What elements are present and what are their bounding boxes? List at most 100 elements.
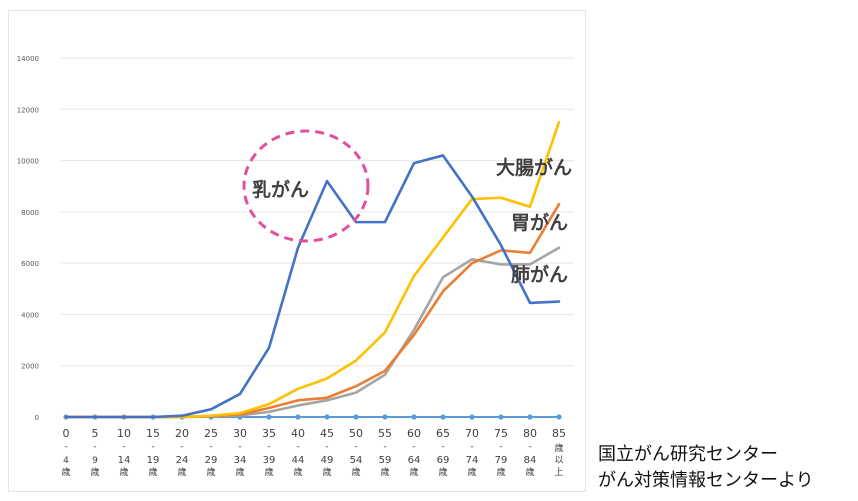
series-label-3: 肺がん: [511, 263, 568, 286]
x-tick-label-7: 35: [262, 427, 276, 440]
x-tick-sublabel-15-2: 歳: [496, 466, 505, 478]
series-line-1: [64, 120, 561, 419]
x-tick-label-12: 60: [407, 427, 421, 440]
x-tick-sublabel-1-1: 9: [92, 456, 98, 466]
x-tick-sublabel-17-1: 以: [554, 456, 563, 466]
x-tick-label-16: 80: [523, 427, 537, 440]
series-line-0: [64, 154, 561, 419]
x-tick-label-8: 40: [291, 427, 305, 440]
series-label-1: 大腸がん: [496, 156, 572, 179]
x-tick-sublabel-3-2: 歳: [148, 466, 157, 478]
y-tick-label-10000: 10000: [17, 158, 39, 166]
x-tick-sublabel-8-1: 44: [292, 455, 305, 466]
y-tick-label-8000: 8000: [21, 209, 39, 217]
x-tick-sublabel-13-0: -: [441, 442, 444, 452]
x-tick-sublabel-9-0: -: [325, 442, 328, 452]
y-tick-label-4000: 4000: [21, 311, 39, 319]
x-tick-sublabel-12-0: -: [412, 442, 415, 452]
x-tick-sublabel-2-1: 14: [118, 455, 131, 466]
x-tick-sublabel-11-0: -: [383, 442, 386, 452]
y-tick-label-12000: 12000: [17, 106, 39, 114]
baseline-marker-12: [411, 414, 417, 420]
x-tick-sublabel-2-2: 歳: [119, 466, 128, 478]
x-tick-sublabel-1-2: 歳: [90, 466, 99, 478]
series-line-3: [64, 246, 561, 419]
x-tick-sublabel-10-2: 歳: [351, 466, 360, 478]
x-tick-label-11: 55: [378, 427, 392, 440]
x-tick-sublabel-17-2: 上: [554, 467, 563, 478]
x-tick-sublabel-0-0: -: [64, 442, 67, 452]
source-line-2: がん対策情報センターより: [598, 470, 814, 491]
x-tick-label-3: 15: [146, 427, 160, 440]
x-tick-sublabel-4-1: 24: [176, 455, 189, 466]
series-label-0: 乳がん: [252, 178, 309, 201]
x-tick-sublabel-12-1: 64: [408, 455, 421, 466]
x-tick-label-6: 30: [233, 427, 247, 440]
x-tick-sublabel-8-2: 歳: [293, 466, 302, 478]
y-tick-label-2000: 2000: [21, 363, 39, 371]
baseline-marker-8: [295, 414, 301, 420]
x-tick-label-2: 10: [117, 427, 131, 440]
baseline-marker-15: [498, 414, 504, 420]
baseline-marker-10: [353, 414, 359, 420]
x-tick-sublabel-9-1: 49: [321, 455, 334, 466]
x-tick-sublabel-15-0: -: [499, 442, 502, 452]
y-tick-label-0: 0: [35, 414, 39, 422]
x-tick-sublabel-16-1: 84: [524, 455, 537, 466]
x-tick-sublabel-14-1: 74: [466, 455, 479, 466]
chart-frame: 0 2000 4000 6000 8000 10000 12000 14000 0-4 歳 5-9 歳…: [8, 10, 586, 492]
x-tick-sublabel-7-2: 歳: [264, 466, 273, 478]
x-tick-sublabel-10-0: -: [354, 442, 357, 452]
x-tick-sublabel-3-0: -: [151, 442, 154, 452]
x-tick-sublabel-9-2: 歳: [322, 466, 331, 478]
x-tick-sublabel-10-1: 54: [350, 455, 363, 466]
x-tick-label-9: 45: [320, 427, 334, 440]
x-tick-sublabel-8-0: -: [296, 442, 299, 452]
x-tick-sublabel-4-0: -: [180, 442, 183, 452]
x-tick-sublabel-6-1: 34: [234, 455, 247, 466]
x-tick-sublabel-15-1: 79: [495, 455, 508, 466]
x-tick-sublabel-13-1: 69: [437, 455, 450, 466]
x-tick-sublabel-16-2: 歳: [525, 466, 534, 478]
x-tick-sublabel-7-1: 39: [263, 455, 276, 466]
x-tick-sublabel-14-2: 歳: [467, 466, 476, 478]
x-tick-label-13: 65: [436, 427, 450, 440]
x-tick-label-15: 75: [494, 427, 508, 440]
series-line-2: [64, 202, 561, 419]
x-tick-sublabel-11-2: 歳: [380, 466, 389, 478]
x-tick-sublabel-4-2: 歳: [177, 466, 186, 478]
series-label-2: 胃がん: [511, 211, 568, 234]
source-line-1: 国立がん研究センター: [598, 444, 778, 465]
baseline-marker-14: [469, 414, 475, 420]
x-tick-label-1: 5: [92, 427, 99, 440]
baseline-marker-11: [382, 414, 388, 420]
baseline-marker-17: [556, 414, 562, 420]
x-tick-label-17: 85: [552, 427, 566, 440]
line-chart: 020004000600080001000012000140000-4歳5-9歳…: [17, 55, 574, 478]
highlight-circle: [242, 129, 370, 243]
x-tick-sublabel-11-1: 59: [379, 455, 392, 466]
x-tick-label-4: 20: [175, 427, 189, 440]
x-tick-sublabel-1-0: -: [93, 442, 96, 452]
x-tick-sublabel-0-1: 4: [63, 456, 69, 466]
x-tick-label-14: 70: [465, 427, 479, 440]
x-tick-sublabel-2-0: -: [122, 442, 125, 452]
baseline-marker-7: [266, 414, 272, 420]
x-tick-sublabel-6-2: 歳: [235, 466, 244, 478]
x-tick-label-0: 0: [63, 427, 70, 440]
y-tick-label-14000: 14000: [17, 55, 39, 63]
x-tick-label-5: 25: [204, 427, 218, 440]
x-tick-sublabel-6-0: -: [238, 442, 241, 452]
x-tick-sublabel-7-0: -: [267, 442, 270, 452]
x-tick-sublabel-5-0: -: [209, 442, 212, 452]
baseline-marker-13: [440, 414, 446, 420]
x-tick-sublabel-0-2: 歳: [61, 466, 70, 478]
y-tick-label-6000: 6000: [21, 260, 39, 268]
x-tick-sublabel-14-0: -: [470, 442, 473, 452]
x-tick-sublabel-3-1: 19: [147, 455, 160, 466]
baseline-marker-9: [324, 414, 330, 420]
x-tick-sublabel-13-2: 歳: [438, 466, 447, 478]
x-tick-sublabel-17-0: 歳: [554, 442, 563, 454]
x-tick-sublabel-5-1: 29: [205, 455, 218, 466]
baseline-marker-16: [527, 414, 533, 420]
